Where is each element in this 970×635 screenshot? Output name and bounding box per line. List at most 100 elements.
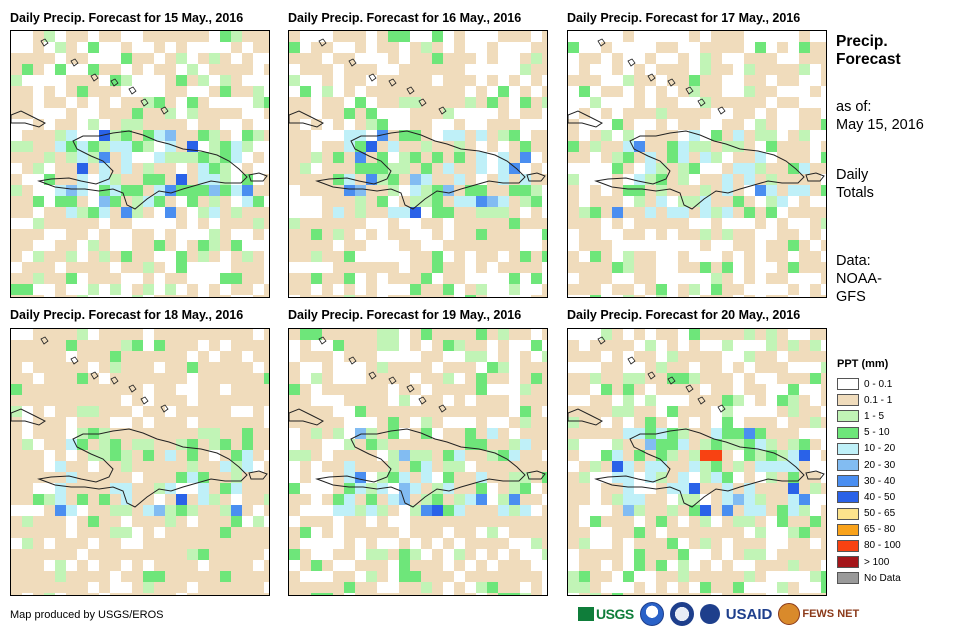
precip-cell	[443, 262, 454, 273]
precip-cell	[55, 549, 66, 560]
precip-cell	[355, 141, 366, 152]
precip-cell	[542, 229, 547, 240]
precip-cell	[355, 351, 366, 362]
precip-cell	[77, 593, 88, 595]
precip-cell	[33, 130, 44, 141]
precip-cell	[509, 207, 520, 218]
precip-cell	[344, 86, 355, 97]
precip-cell	[711, 472, 722, 483]
precip-cell	[520, 86, 531, 97]
precip-cell	[121, 472, 132, 483]
precip-cell	[77, 185, 88, 196]
precip-cell	[88, 251, 99, 262]
precip-cell	[487, 97, 498, 108]
precip-cell	[220, 571, 231, 582]
precip-cell	[231, 483, 242, 494]
precip-cell	[55, 340, 66, 351]
precip-cell	[700, 108, 711, 119]
precip-cell	[700, 141, 711, 152]
precip-cell	[231, 64, 242, 75]
precip-cell	[220, 472, 231, 483]
precip-cell	[777, 152, 788, 163]
precip-cell	[421, 560, 432, 571]
precip-cell	[289, 483, 300, 494]
precip-cell	[44, 527, 55, 538]
precip-cell	[678, 64, 689, 75]
precip-cell	[465, 218, 476, 229]
precip-cell	[322, 86, 333, 97]
precip-cell	[66, 362, 77, 373]
precip-cell	[242, 362, 253, 373]
precip-cell	[198, 163, 209, 174]
precip-cell	[99, 461, 110, 472]
precip-cell	[542, 329, 547, 340]
precip-cell	[601, 240, 612, 251]
precip-cell	[689, 483, 700, 494]
precip-cell	[476, 229, 487, 240]
precip-cell	[198, 185, 209, 196]
precip-cell	[11, 295, 22, 297]
precip-cell	[667, 516, 678, 527]
precip-cell	[799, 450, 810, 461]
precip-cell	[509, 329, 520, 340]
legend-label: 40 - 50	[864, 491, 896, 503]
precip-cell	[465, 472, 476, 483]
precip-cell	[366, 329, 377, 340]
precip-cell	[531, 42, 542, 53]
precip-cell	[454, 560, 465, 571]
precip-cell	[487, 251, 498, 262]
precip-cell	[722, 64, 733, 75]
precip-cell	[132, 593, 143, 595]
precip-cell	[22, 472, 33, 483]
precip-cell	[799, 185, 810, 196]
precip-cell	[579, 262, 590, 273]
precip-cell	[99, 273, 110, 284]
precip-cell	[810, 42, 821, 53]
precip-cell	[520, 218, 531, 229]
precip-cell	[410, 439, 421, 450]
precip-cell	[187, 428, 198, 439]
precip-cell	[289, 538, 300, 549]
hispaniola-outline	[315, 130, 526, 210]
precip-cell	[498, 571, 509, 582]
precip-cell	[454, 251, 465, 262]
precip-cell	[66, 483, 77, 494]
precip-cell	[209, 86, 220, 97]
precip-cell	[344, 174, 355, 185]
precip-cell	[810, 417, 821, 428]
precip-cell	[744, 196, 755, 207]
precip-cell	[487, 42, 498, 53]
precip-cell	[22, 560, 33, 571]
precip-cell	[766, 185, 777, 196]
precip-cell	[821, 483, 826, 494]
precip-cell	[799, 538, 810, 549]
precip-cell	[568, 130, 579, 141]
precip-cell	[187, 251, 198, 262]
precip-cell	[198, 329, 209, 340]
precip-cell	[579, 538, 590, 549]
precip-cell	[289, 494, 300, 505]
precip-cell	[231, 362, 242, 373]
precip-cell	[231, 461, 242, 472]
precip-cell	[77, 174, 88, 185]
precip-cell	[542, 527, 547, 538]
precip-cell	[187, 560, 198, 571]
legend-item: 0.1 - 1	[837, 392, 901, 408]
precip-cell	[377, 130, 388, 141]
precip-cell	[579, 373, 590, 384]
precip-cell	[476, 516, 487, 527]
precip-cell	[766, 141, 777, 152]
precip-cell	[476, 207, 487, 218]
precip-cell	[11, 207, 22, 218]
precip-cell	[132, 384, 143, 395]
precip-cell	[568, 340, 579, 351]
precip-cell	[300, 251, 311, 262]
precip-cell	[623, 450, 634, 461]
precip-cell	[755, 174, 766, 185]
precip-cell	[242, 273, 253, 284]
precip-cell	[344, 218, 355, 229]
precip-cell	[209, 461, 220, 472]
precip-cell	[443, 141, 454, 152]
precip-cell	[421, 406, 432, 417]
precip-cell	[788, 373, 799, 384]
